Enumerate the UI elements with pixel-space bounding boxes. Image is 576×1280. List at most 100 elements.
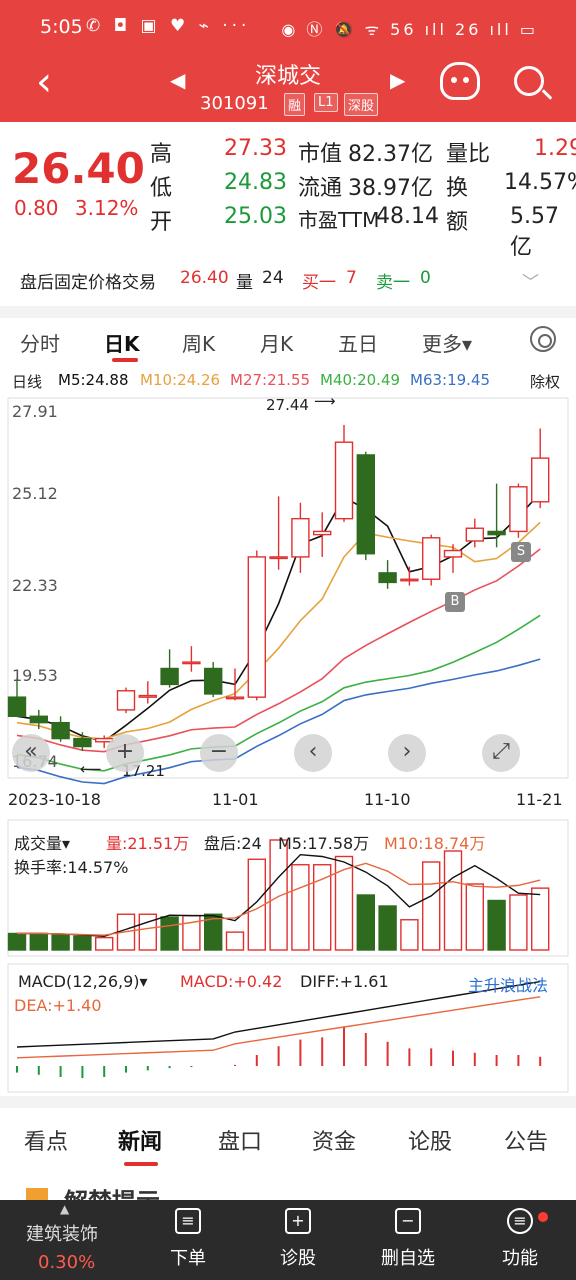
adjust-toggle[interactable]: 除权 xyxy=(530,373,561,391)
mktcap-label: 市值 xyxy=(298,142,343,167)
volume-bar xyxy=(443,850,463,951)
stock-name: 深城交 xyxy=(254,64,321,89)
volume-m10-line xyxy=(17,862,541,936)
scroll-start-button[interactable]: « xyxy=(12,734,50,772)
tag-market: 深股 xyxy=(344,93,379,116)
tag-margin: 融 xyxy=(284,93,306,116)
volume-selector[interactable]: 成交量▾ xyxy=(14,834,71,853)
search-icon[interactable] xyxy=(514,66,544,96)
candle-body xyxy=(443,549,463,558)
volume-m5-line xyxy=(17,853,541,937)
volume-bar xyxy=(400,919,419,951)
tab-announcements[interactable]: 公告 xyxy=(504,1130,549,1155)
assistant-icon[interactable] xyxy=(440,62,480,100)
news-tabs: 看点 新闻 盘口 资金 论股 公告 xyxy=(0,1108,576,1168)
order-label: 下单 xyxy=(170,1248,206,1269)
notification-icons: ✆ ◘ ▣ ♥ ⌁ ··· xyxy=(86,16,251,36)
remove-watchlist-button[interactable]: − 删自选 xyxy=(368,1208,448,1270)
change-value: 0.80 xyxy=(14,196,59,220)
gear-icon[interactable] xyxy=(530,326,556,352)
volume-bar xyxy=(509,894,528,951)
low-label: 低 xyxy=(150,176,173,201)
sector-change: 0.30% xyxy=(38,1252,96,1273)
strategy-link[interactable]: 主升浪战法 xyxy=(468,976,549,995)
turnover-rate-text: 换手率:14.57% xyxy=(14,858,129,877)
diagnose-button[interactable]: + 诊股 xyxy=(258,1208,338,1270)
tab-funds[interactable]: 资金 xyxy=(312,1130,357,1155)
tab-intraday[interactable]: 分时 xyxy=(20,332,60,356)
candle-body xyxy=(356,454,375,555)
sell1-value: 0 xyxy=(420,268,431,288)
candle-body xyxy=(291,517,310,558)
amount-value: 5.57亿 xyxy=(510,204,559,260)
candle-body xyxy=(182,661,201,665)
period-label: 日线 xyxy=(12,373,43,391)
pe-label: 市盈TTM xyxy=(298,208,380,232)
zoom-in-button[interactable]: + xyxy=(106,734,144,772)
menu-label: 功能 xyxy=(502,1248,538,1269)
float-value: 38.97亿 xyxy=(348,176,433,201)
volume-bar xyxy=(73,935,92,951)
news-item[interactable]: 解禁提示 xyxy=(0,1168,576,1216)
candle-body xyxy=(73,737,92,748)
volume-bar xyxy=(225,931,245,951)
date-tick: 11-21 xyxy=(516,790,563,809)
price-tick: 27.91 xyxy=(12,402,58,421)
price-change: 0.80 3.12% xyxy=(14,196,138,220)
after-hours-price: 26.40 xyxy=(180,268,229,288)
tab-orderbook[interactable]: 盘口 xyxy=(218,1130,263,1155)
tab-more[interactable]: 更多▾ xyxy=(422,332,473,356)
volume-bar xyxy=(203,913,223,951)
candle-body xyxy=(29,715,48,724)
after-hours-row[interactable]: 盘后固定价格交易 26.40 量 24 买一 7 卖一 0 ﹀ xyxy=(0,250,576,306)
scroll-right-button[interactable]: › xyxy=(388,734,426,772)
zoom-out-button[interactable]: − xyxy=(200,734,238,772)
open-value: 25.03 xyxy=(224,204,287,229)
active-tab-indicator xyxy=(112,358,138,362)
bottom-bar: ▲ 建筑装饰 0.30% ≡ 下单 + 诊股 − 删自选 ≡ 功能 xyxy=(0,1200,576,1280)
ma10-label: M10:24.26 xyxy=(140,371,221,389)
arrow-left-icon: ⟵ xyxy=(80,760,102,778)
buy-signal-badge[interactable]: B xyxy=(445,592,465,612)
low-value: 24.83 xyxy=(224,170,287,195)
tab-daily-k[interactable]: 日K xyxy=(104,332,140,356)
menu-button[interactable]: ≡ 功能 xyxy=(480,1208,560,1270)
fullscreen-button[interactable]: ⤢ xyxy=(482,734,520,772)
mktcap-value: 82.37亿 xyxy=(348,142,433,167)
prev-stock-icon[interactable]: ◀ xyxy=(170,68,186,92)
candle-body xyxy=(509,486,528,533)
back-arrow-icon[interactable]: ‹ xyxy=(36,59,52,105)
tab-weekly-k[interactable]: 周K xyxy=(182,332,216,356)
tab-highlights[interactable]: 看点 xyxy=(24,1130,69,1155)
tab-forum[interactable]: 论股 xyxy=(408,1130,453,1155)
after-hours-label: 盘后固定价格交易 xyxy=(20,273,156,293)
tag-level: L1 xyxy=(314,93,338,112)
ma-legend: 日线 M5:24.88 M10:24.26 M27:21.55 M40:20.4… xyxy=(0,368,576,392)
volume-bar xyxy=(378,905,397,951)
pe-value: 48.14 xyxy=(376,204,439,229)
quote-panel: 26.40 0.80 3.12% 高 27.33 低 24.83 开 25.03… xyxy=(0,122,576,260)
next-stock-icon[interactable]: ▶ xyxy=(390,68,406,92)
macd-selector[interactable]: MACD(12,26,9)▾ xyxy=(18,972,148,991)
chevron-down-icon[interactable]: ﹀ xyxy=(522,273,539,293)
price-tick: 22.33 xyxy=(12,576,58,595)
news-icon xyxy=(26,1188,48,1202)
scroll-left-button[interactable]: ‹ xyxy=(294,734,332,772)
kline-chart[interactable] xyxy=(0,0,576,1096)
volume-bar xyxy=(182,914,201,951)
tab-monthly-k[interactable]: 月K xyxy=(260,332,294,356)
buy1-value: 7 xyxy=(346,268,357,288)
candle-body xyxy=(531,457,550,503)
tab-news[interactable]: 新闻 xyxy=(118,1130,163,1155)
high-annotation: 27.44 xyxy=(266,396,309,414)
volume-bar xyxy=(422,861,441,951)
sector-name[interactable]: 建筑装饰 xyxy=(26,1224,98,1245)
candle-body xyxy=(138,694,158,698)
sell-signal-badge[interactable]: S xyxy=(511,542,531,562)
tab-five-day[interactable]: 五日 xyxy=(338,332,378,356)
price-panel-frame xyxy=(7,397,569,779)
expand-up-icon[interactable]: ▲ xyxy=(60,1202,70,1216)
diagnose-label: 诊股 xyxy=(280,1248,316,1269)
order-button[interactable]: ≡ 下单 xyxy=(148,1208,228,1270)
status-bar: 5:05 ✆ ◘ ▣ ♥ ⌁ ··· ◉ Ⓝ 🔕 ᯤ 56 ıll 26 ıll… xyxy=(0,0,576,56)
